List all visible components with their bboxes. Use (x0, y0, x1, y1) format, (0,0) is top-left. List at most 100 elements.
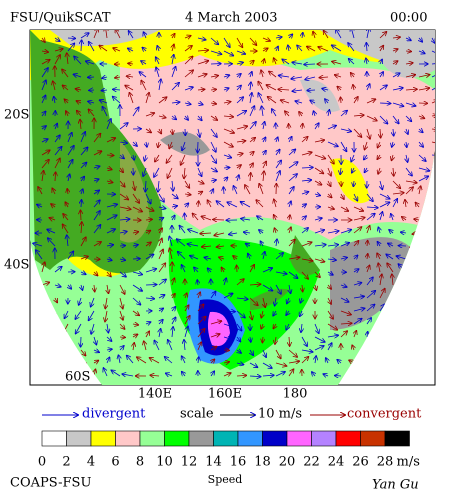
wind-arrow (184, 87, 193, 90)
wind-arrow (291, 77, 303, 79)
wind-arrow (327, 125, 336, 130)
wind-arrow (197, 280, 198, 286)
wind-arrow (184, 167, 185, 178)
wind-arrow (314, 167, 323, 173)
wind-arrow (268, 97, 277, 104)
wind-arrow (301, 137, 308, 143)
wind-arrow (236, 279, 244, 286)
wind-arrow (393, 167, 394, 176)
wind-arrow (392, 193, 404, 194)
wind-arrow (132, 232, 138, 233)
wind-arrow (380, 128, 381, 138)
wind-arrow (418, 176, 428, 182)
wind-arrow (223, 37, 230, 47)
wind-arrow (392, 61, 398, 64)
wind-arrow (154, 340, 160, 351)
wind-arrow (236, 375, 246, 376)
wind-arrow (379, 32, 386, 39)
wind-arrow (36, 250, 43, 260)
wind-arrow (111, 370, 121, 377)
colorbar-box (66, 430, 92, 447)
wind-arrow (54, 158, 60, 169)
wind-arrow (145, 322, 151, 324)
wind-arrow (366, 304, 375, 312)
wind-arrow (418, 75, 430, 77)
wind-arrow (171, 193, 178, 199)
wind-arrow (261, 310, 263, 318)
wind-arrow (229, 233, 238, 234)
wind-arrow (353, 128, 361, 137)
wind-arrow (221, 267, 224, 273)
wind-arrow (405, 38, 411, 40)
wind-arrow (389, 230, 393, 233)
wind-arrow (273, 323, 276, 328)
colorbar-tick: 2 (62, 455, 70, 470)
wind-arrow (276, 46, 278, 52)
wind-arrow (54, 38, 60, 41)
wind-arrow (300, 297, 302, 303)
wind-arrow (88, 101, 95, 103)
wind-arrow (146, 331, 149, 338)
wind-arrow (159, 329, 161, 338)
colorbar-box (286, 430, 312, 447)
wind-arrow (106, 337, 112, 341)
colorbar-box (188, 430, 214, 447)
wind-arrow (340, 297, 349, 302)
wind-arrow (285, 111, 290, 117)
wind-arrow (165, 357, 173, 364)
wind-arrow (250, 310, 252, 320)
wind-arrow (405, 200, 406, 208)
wind-arrow (275, 336, 276, 344)
wind-arrow (250, 163, 253, 169)
wind-arrow (197, 89, 205, 90)
wind-arrow (210, 103, 216, 104)
wind-arrow (418, 141, 423, 147)
wind-arrow (262, 38, 270, 41)
wind-arrow (237, 350, 241, 353)
wind-arrow (80, 349, 86, 356)
wind-arrow (55, 124, 57, 130)
wind-arrow (172, 317, 176, 325)
wind-arrow (81, 177, 84, 181)
wind-arrow (185, 293, 187, 299)
wind-arrow (159, 308, 163, 311)
wind-arrow (223, 167, 230, 168)
wind-arrow (301, 271, 308, 279)
wind-arrow (236, 62, 243, 64)
colorbar-box (335, 430, 361, 447)
wind-arrow (113, 89, 121, 90)
wind-arrow (80, 256, 88, 259)
wind-arrow (158, 263, 165, 273)
colorbar-tick: 8 (136, 455, 144, 470)
wind-arrow (341, 193, 344, 199)
wind-arrow (129, 93, 134, 104)
wind-arrow (197, 103, 203, 105)
wind-arrow (159, 238, 162, 247)
wind-arrow (378, 227, 380, 234)
wind-arrow (125, 85, 134, 91)
wind-arrow (401, 232, 407, 233)
wind-arrow (340, 230, 351, 234)
wind-arrow (210, 180, 216, 181)
wind-arrow (328, 194, 332, 197)
wind-arrow (314, 218, 322, 220)
wind-arrow (431, 129, 435, 130)
wind-arrow (188, 229, 199, 234)
wind-arrow (132, 297, 140, 305)
lat-label: 60S (65, 370, 90, 385)
wind-arrow (64, 99, 68, 103)
wind-arrow (133, 180, 135, 190)
wind-arrow (378, 167, 380, 174)
wind-arrow (157, 46, 159, 52)
wind-arrow (323, 374, 329, 376)
wind-arrow (379, 115, 388, 124)
wind-arrow (302, 216, 306, 220)
wind-arrow (262, 375, 274, 376)
wind-arrow (184, 36, 191, 38)
wind-arrow (288, 162, 298, 169)
wind-arrow (88, 109, 95, 117)
wind-arrow (211, 189, 213, 195)
wind-arrow (315, 284, 316, 290)
wind-arrow (431, 141, 435, 145)
wind-arrow (47, 229, 56, 234)
